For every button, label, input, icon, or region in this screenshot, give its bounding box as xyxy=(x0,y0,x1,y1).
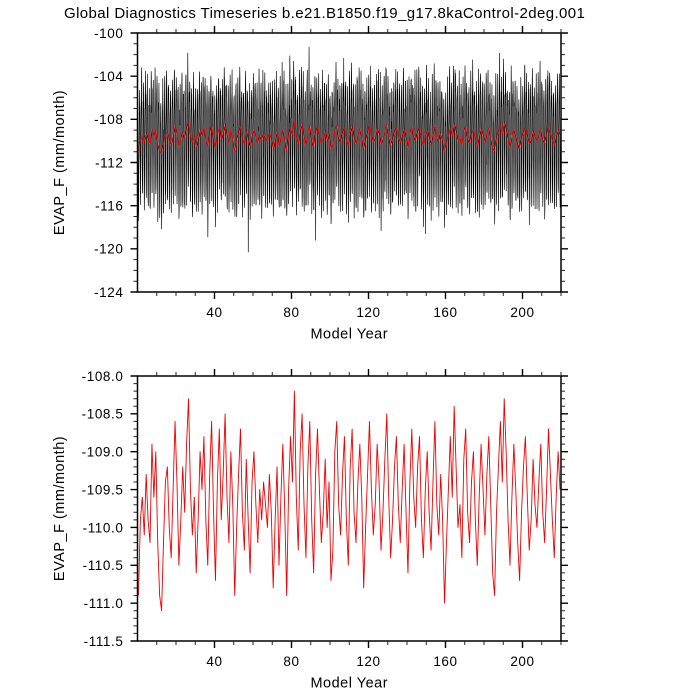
monthly-panel-ytick-label: -112 xyxy=(95,155,123,170)
monthly-panel-xtick-label: 40 xyxy=(206,305,222,320)
annual-panel-minor-ticks xyxy=(133,372,565,645)
monthly-panel-xtick-label: 200 xyxy=(510,305,534,320)
annual-panel-yaxis-title: EVAP_F (mm/month) xyxy=(52,436,68,581)
annual-panel-xtick-label: 40 xyxy=(206,654,222,669)
monthly-panel-xtick-label: 160 xyxy=(433,305,457,320)
annual-panel-xtick-label: 200 xyxy=(510,654,534,669)
annual-panel-ytick-label: -111.0 xyxy=(84,596,124,611)
monthly-panel-ytick-label: -108 xyxy=(94,112,123,127)
annual-panel-ytick-label: -109.5 xyxy=(82,482,124,497)
chart-title: Global Diagnostics Timeseries b.e21.B185… xyxy=(64,5,586,22)
monthly-panel-ytick-label: -100 xyxy=(94,26,123,41)
monthly-panel-ytick-label: -116 xyxy=(95,199,123,214)
monthly-panel-ytick-label: -124 xyxy=(94,285,123,300)
annual-panel-ytick-label: -109.0 xyxy=(82,445,124,460)
monthly-panel-xtick-label: 120 xyxy=(356,305,380,320)
annual-panel-ytick-label: -110.5 xyxy=(83,558,124,573)
annual-panel-ytick-label: -111.5 xyxy=(84,634,124,649)
monthly-panel-yaxis-title: EVAP_F (mm/month) xyxy=(52,90,68,235)
annual-panel-xtick-label: 160 xyxy=(433,654,457,669)
monthly-panel-major-ticks xyxy=(130,26,568,299)
annual-panel-ytick-label: -110.0 xyxy=(83,520,124,535)
annual-panel-xtick-label: 80 xyxy=(283,654,299,669)
monthly-panel-minor-ticks xyxy=(133,29,565,296)
annual-panel-xtick-label: 120 xyxy=(356,654,380,669)
monthly-values-line xyxy=(137,46,562,253)
annual-panel: -108.0 -108.5 -109.0 -109.5 -110.0 -110.5 -111… xyxy=(52,369,568,692)
monthly-panel: -100 -104 -108 -112 -116 -120 -124 40 80 120 160 20… xyxy=(52,26,568,343)
running-annual-mean-line xyxy=(138,121,561,154)
monthly-panel-xaxis-title: Model Year xyxy=(310,327,388,343)
monthly-panel-ytick-label: -104 xyxy=(94,69,123,84)
annual-panel-major-ticks xyxy=(130,369,568,648)
monthly-panel-xtick-label: 80 xyxy=(283,305,299,320)
annual-panel-ytick-label: -108.5 xyxy=(82,407,124,422)
annual-mean-line xyxy=(138,390,561,612)
annual-panel-ytick-label: -108.0 xyxy=(82,369,124,384)
monthly-panel-ytick-label: -120 xyxy=(94,242,123,257)
annual-panel-xaxis-title: Model Year xyxy=(310,676,388,692)
